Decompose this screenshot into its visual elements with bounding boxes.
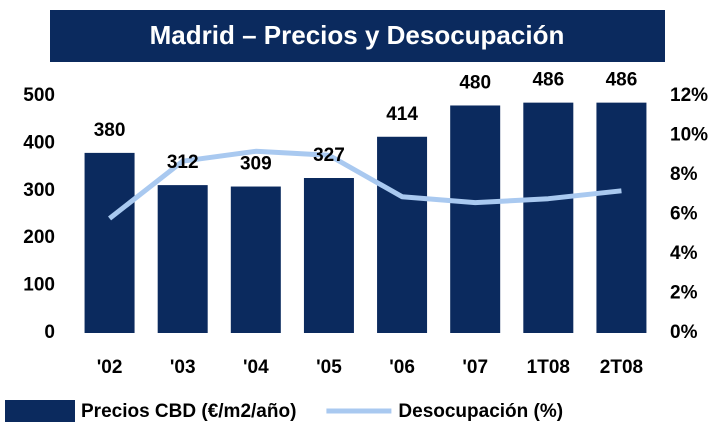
data-label: 312 bbox=[167, 152, 199, 173]
y2-tick-label: 10% bbox=[670, 125, 708, 146]
x-tick-label: 1T08 bbox=[527, 357, 570, 378]
data-label: 327 bbox=[313, 145, 345, 166]
y-tick-label: 300 bbox=[23, 180, 55, 201]
bar bbox=[230, 186, 281, 333]
y-tick-label: 200 bbox=[23, 227, 55, 248]
x-tick-label: '05 bbox=[316, 357, 342, 378]
x-tick-label: 2T08 bbox=[600, 357, 643, 378]
y2-tick-label: 8% bbox=[670, 164, 698, 185]
x-tick-label: '06 bbox=[389, 357, 415, 378]
y-tick-label: 100 bbox=[23, 275, 55, 296]
x-tick-label: '03 bbox=[170, 357, 196, 378]
legend-label: Precios CBD (€/m2/año) bbox=[81, 401, 296, 422]
bar bbox=[84, 152, 135, 333]
y2-tick-label: 0% bbox=[670, 322, 698, 343]
y2-tick-label: 12% bbox=[670, 85, 708, 106]
y-tick-label: 0 bbox=[44, 322, 55, 343]
y-tick-label: 500 bbox=[23, 85, 55, 106]
x-tick-label: '04 bbox=[243, 357, 269, 378]
legend-label: Desocupación (%) bbox=[398, 401, 563, 422]
bar bbox=[596, 102, 647, 333]
y-tick-label: 400 bbox=[23, 132, 55, 153]
data-label: 480 bbox=[459, 72, 491, 93]
bar bbox=[303, 178, 354, 333]
data-label: 380 bbox=[94, 120, 126, 141]
data-label: 309 bbox=[240, 154, 272, 175]
x-tick-label: '02 bbox=[97, 357, 123, 378]
y2-tick-label: 2% bbox=[670, 283, 698, 304]
bar bbox=[377, 136, 428, 333]
bar bbox=[157, 185, 208, 333]
data-label: 486 bbox=[606, 70, 638, 91]
legend-swatch bbox=[5, 400, 75, 422]
chart-title: Madrid – Precios y Desocupación bbox=[150, 20, 565, 50]
bar bbox=[523, 102, 574, 333]
x-tick-label: '07 bbox=[462, 357, 488, 378]
line bbox=[108, 148, 622, 221]
data-label: 414 bbox=[386, 104, 418, 125]
data-label: 486 bbox=[532, 70, 564, 91]
bar bbox=[450, 105, 501, 333]
title-banner bbox=[50, 10, 665, 62]
y2-tick-label: 6% bbox=[670, 204, 698, 225]
y2-tick-label: 4% bbox=[670, 243, 698, 264]
